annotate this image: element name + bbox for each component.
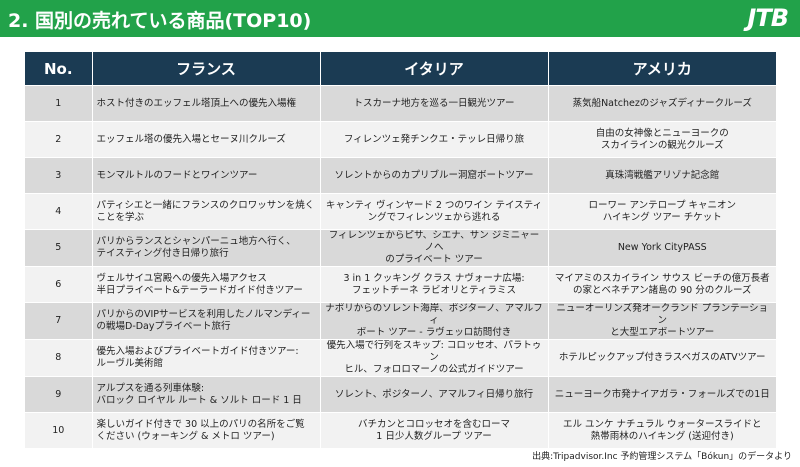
cell-rank-number: 6 bbox=[25, 266, 92, 303]
cell-rank-number: 7 bbox=[25, 302, 92, 340]
cell-usa: ローワー アンテロープ キャニオン ハイキング ツアー チケット bbox=[547, 193, 776, 230]
cell-usa: エル ユンケ ナチュラル ウォータースライドと 熱帯雨林のハイキング (送迎付き… bbox=[547, 412, 776, 448]
title-bar: 2. 国別の売れている商品(TOP10) JTB bbox=[0, 0, 800, 37]
table-row: 9 アルプスを通る列車体験: バロック ロイヤル ルート & ソルト ロード 1 … bbox=[25, 376, 776, 413]
cell-france: モンマルトルのフードとワインツアー bbox=[91, 157, 320, 194]
cell-italy: 優先入場で行列をスキップ: コロッセオ、パラトゥン ヒル、フォロロマーノの公式ガ… bbox=[319, 339, 548, 377]
column-header-no: No. bbox=[25, 52, 92, 86]
jtb-logo: JTB bbox=[747, 4, 789, 32]
cell-italy: フィレンツェからピサ、シエナ、サン ジミニャーノへ のプライベート ツアー bbox=[319, 229, 548, 267]
column-header-usa: アメリカ bbox=[547, 52, 776, 86]
cell-usa: 真珠湾戦艦アリゾナ記念館 bbox=[547, 157, 776, 194]
column-header-italy: イタリア bbox=[319, 52, 548, 86]
column-header-france: フランス bbox=[91, 52, 320, 86]
cell-usa: 自由の女神像とニューヨークの スカイラインの観光クルーズ bbox=[547, 121, 776, 158]
cell-rank-number: 5 bbox=[25, 229, 92, 267]
cell-france: パリからのVIPサービスを利用したノルマンディー の戦場D-Dayプライベート旅… bbox=[91, 302, 320, 340]
cell-italy: フィレンツェ発チンクエ・テッレ日帰り旅 bbox=[319, 121, 548, 158]
page-title: 2. 国別の売れている商品(TOP10) bbox=[8, 10, 312, 32]
cell-france: アルプスを通る列車体験: バロック ロイヤル ルート & ソルト ロード 1 日 bbox=[91, 376, 320, 413]
cell-usa: New York CityPASS bbox=[547, 229, 776, 267]
cell-rank-number: 3 bbox=[25, 157, 92, 194]
cell-usa: 蒸気船Natchezのジャズディナークルーズ bbox=[547, 85, 776, 122]
table-row: 4 パティシエと一緒にフランスのクロワッサンを焼く ことを学ぶ キャンティ ヴィンヤ… bbox=[25, 193, 776, 230]
cell-usa: ニューオーリンズ発オークランド プランテーション と大型エアボートツアー bbox=[547, 302, 776, 340]
cell-rank-number: 8 bbox=[25, 339, 92, 377]
table-row: 8 優先入場およびプライベートガイド付きツアー: ルーヴル美術館 優先入場で行列をス… bbox=[25, 339, 776, 377]
cell-italy: ナポリからのソレント海岸、ポジターノ、アマルフィ ボート ツアー - ラヴェッロ… bbox=[319, 302, 548, 340]
source-note: 出典:Tripadvisor.Inc 予約管理システム「Bókun」のデータより bbox=[532, 452, 792, 462]
cell-france: パティシエと一緒にフランスのクロワッサンを焼く ことを学ぶ bbox=[91, 193, 320, 230]
table-row: 10 楽しいガイド付きで 30 以上のパリの名所をご覧 ください (ウォーキング … bbox=[25, 412, 776, 448]
cell-france: ホスト付きのエッフェル塔頂上への優先入場権 bbox=[91, 85, 320, 122]
cell-italy: キャンティ ヴィンヤード 2 つのワイン テイスティ ングでフィレンツェから逃れ… bbox=[319, 193, 548, 230]
cell-rank-number: 9 bbox=[25, 376, 92, 413]
table-row: 7 パリからのVIPサービスを利用したノルマンディー の戦場D-Dayプライベート… bbox=[25, 302, 776, 340]
cell-italy: 3 in 1 クッキング クラス ナヴォーナ広場: フェットチーネ ラビオリとテ… bbox=[319, 266, 548, 303]
table-row: 6 ヴェルサイユ宮殿への優先入場アクセス 半日プライベート&テーラードガイド付きツ… bbox=[25, 266, 776, 303]
table-row: 5 パリからランスとシャンパーニュ地方へ行く、 テイスティング付き日帰り旅行 フィレ… bbox=[25, 229, 776, 267]
cell-italy: バチカンとコロッセオを含むローマ 1 日少人数グループ ツアー bbox=[319, 412, 548, 448]
cell-france: 優先入場およびプライベートガイド付きツアー: ルーヴル美術館 bbox=[91, 339, 320, 377]
cell-italy: ソレント、ポジターノ、アマルフィ日帰り旅行 bbox=[319, 376, 548, 413]
table-row: 1 ホスト付きのエッフェル塔頂上への優先入場権 トスカーナ地方を巡る一日観光ツアー蒸… bbox=[25, 85, 776, 122]
table-row: 3 モンマルトルのフードとワインツアー ソレントからのカプリブルー洞窟ボートツアー真… bbox=[25, 157, 776, 194]
cell-usa: ホテルピックアップ付きラスベガスのATVツアー bbox=[547, 339, 776, 377]
cell-france: ヴェルサイユ宮殿への優先入場アクセス 半日プライベート&テーラードガイド付きツア… bbox=[91, 266, 320, 303]
cell-usa: ニューヨーク市発ナイアガラ・フォールズでの1日 bbox=[547, 376, 776, 413]
cell-italy: ソレントからのカプリブルー洞窟ボートツアー bbox=[319, 157, 548, 194]
table-header-row: No. フランス イタリア アメリカ bbox=[25, 52, 776, 86]
cell-france: エッフェル塔の優先入場とセーヌ川クルーズ bbox=[91, 121, 320, 158]
cell-rank-number: 4 bbox=[25, 193, 92, 230]
cell-rank-number: 2 bbox=[25, 121, 92, 158]
cell-rank-number: 1 bbox=[25, 85, 92, 122]
cell-france: 楽しいガイド付きで 30 以上のパリの名所をご覧 ください (ウォーキング & … bbox=[91, 412, 320, 448]
ranking-table: No. フランス イタリア アメリカ 1 ホスト付きのエッフェル塔頂上への優先入場… bbox=[25, 52, 776, 448]
cell-italy: トスカーナ地方を巡る一日観光ツアー bbox=[319, 85, 548, 122]
cell-usa: マイアミのスカイライン サウス ビーチの億万長者 の家とベネチアン諸島の 90 … bbox=[547, 266, 776, 303]
cell-rank-number: 10 bbox=[25, 412, 92, 448]
table-row: 2 エッフェル塔の優先入場とセーヌ川クルーズ フィレンツェ発チンクエ・テッレ日帰り旅… bbox=[25, 121, 776, 158]
cell-france: パリからランスとシャンパーニュ地方へ行く、 テイスティング付き日帰り旅行 bbox=[91, 229, 320, 267]
